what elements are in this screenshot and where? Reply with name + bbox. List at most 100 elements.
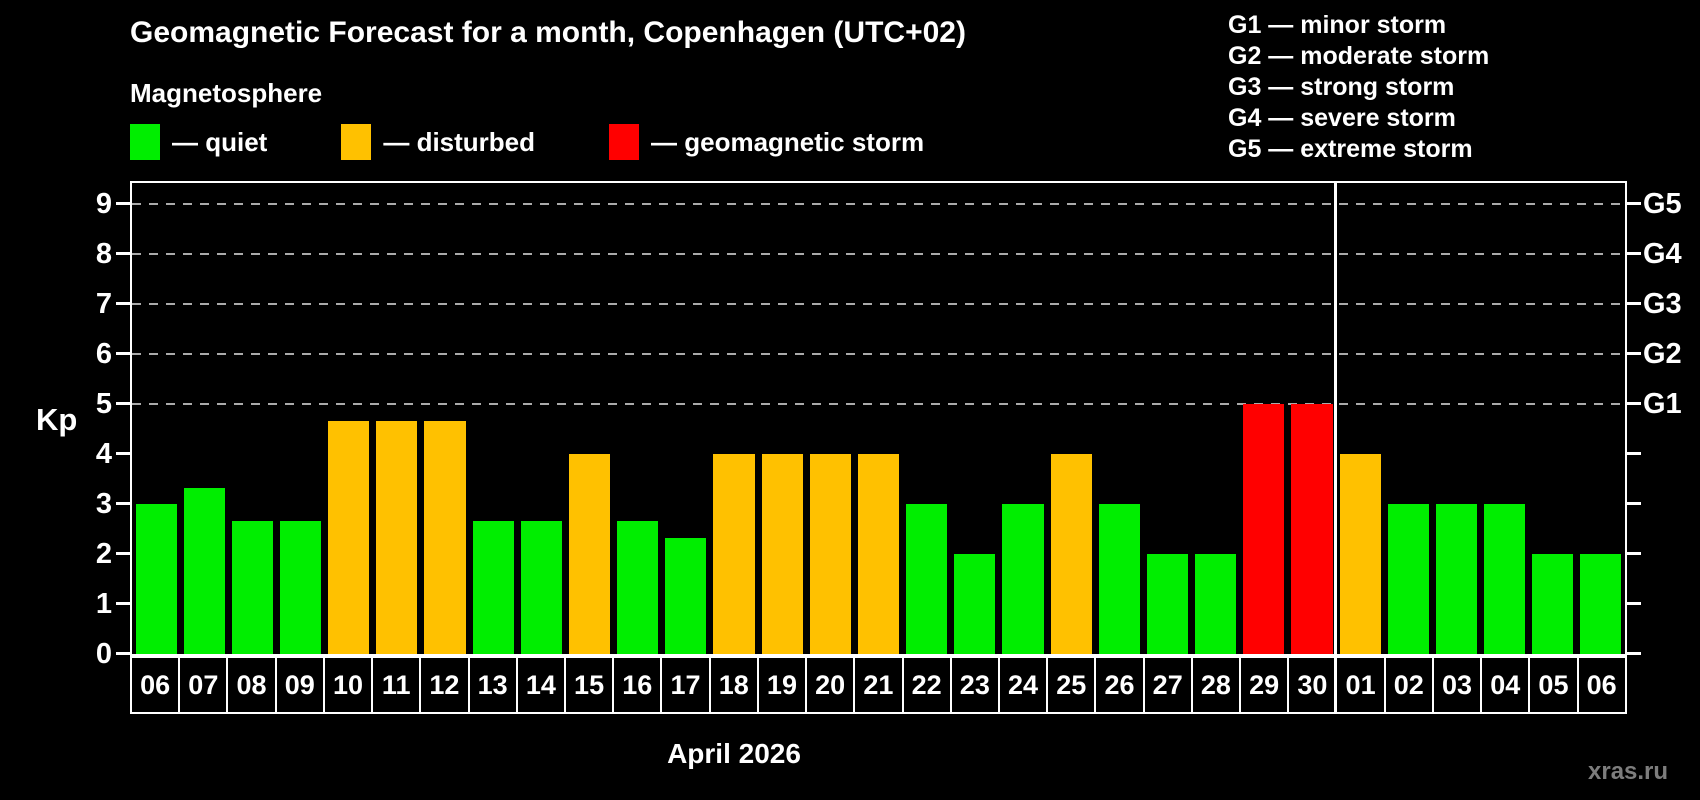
kp-bar: [1387, 504, 1429, 654]
y-axis-tick-left: [116, 352, 130, 355]
kp-bar: [1484, 504, 1526, 654]
y-axis-tick-label: 7: [95, 288, 112, 320]
day-label: 04: [1480, 658, 1528, 712]
kp-bar: [424, 420, 466, 654]
day-label: 18: [708, 658, 757, 712]
kp-bar: [954, 554, 996, 654]
kp-bar: [1580, 554, 1622, 654]
gridline-kp8: [132, 253, 1625, 255]
day-label: 30: [1287, 658, 1335, 712]
x-axis-day-labels: 06 07 08 09 10 11 12 13 14 15 16 17 18 19 20 21 22 23 24 25…: [130, 656, 1627, 714]
month-label: April 2026: [667, 738, 801, 769]
day-label: 15: [563, 658, 612, 712]
y-axis-tick-right: [1627, 402, 1641, 405]
y-axis-tick-label: 0: [95, 638, 112, 670]
magnetosphere-label: Magnetosphere: [130, 78, 323, 108]
kp-bar: [520, 520, 562, 654]
y-axis-tick-right: [1627, 252, 1641, 255]
chart-title: Geomagnetic Forecast for a month, Copenh…: [130, 16, 966, 49]
kp-bar: [1243, 404, 1285, 654]
day-label: 26: [1094, 658, 1142, 712]
kp-bar: [1195, 554, 1237, 654]
y-axis-tick-right: [1627, 502, 1641, 505]
gridline-kp5: [132, 403, 1625, 405]
y-axis-tick-left: [116, 402, 130, 405]
y-axis-tick-right: [1627, 352, 1641, 355]
kp-bar: [183, 487, 225, 654]
disturbed-swatch-icon: [341, 124, 372, 160]
kp-bar: [1050, 454, 1092, 654]
kp-bar: [328, 420, 370, 654]
day-label: 12: [419, 658, 467, 712]
day-label: 27: [1142, 658, 1191, 712]
storm-scale-legend-line: G5 — extreme storm: [1228, 135, 1473, 163]
day-label: 23: [949, 658, 998, 712]
day-label: 28: [1190, 658, 1239, 712]
y-axis-tick-left: [116, 252, 130, 255]
kp-bar: [809, 454, 851, 654]
day-label: 21: [853, 658, 901, 712]
y-axis-tick-left: [116, 602, 130, 605]
day-label: 14: [515, 658, 564, 712]
y-axis-tick-label: 9: [95, 188, 112, 220]
storm-scale-legend: G1 — minor storm G2 — moderate storm G3 — …: [1228, 10, 1489, 165]
day-label: 11: [371, 658, 419, 712]
day-label: 25: [1046, 658, 1094, 712]
g-scale-label-g2: G2: [1643, 338, 1682, 370]
kp-bar: [617, 520, 659, 654]
storm-scale-legend-line: G2 — moderate storm: [1228, 42, 1490, 70]
y-axis-tick-left: [116, 452, 130, 455]
y-axis-tick-label: 2: [95, 538, 112, 570]
storm-scale-legend-line: G1 — minor storm: [1228, 11, 1447, 39]
kp-bar: [1002, 504, 1044, 654]
y-axis-tick-label: 3: [95, 488, 112, 520]
plot-area: [130, 181, 1627, 656]
y-axis-tick-right: [1627, 302, 1641, 305]
y-axis-tick-right: [1627, 452, 1641, 455]
y-axis-tick-label: 1: [95, 588, 112, 620]
day-label: 06: [1576, 658, 1625, 712]
g-scale-label-g4: G4: [1643, 238, 1682, 270]
g-scale-label-g1: G1: [1643, 388, 1682, 420]
y-axis-tick-right: [1627, 602, 1641, 605]
y-axis-tick-right: [1627, 652, 1641, 655]
kp-bar: [1532, 554, 1574, 654]
kp-bar: [376, 420, 418, 654]
kp-bar: [1435, 504, 1477, 654]
y-axis-tick-right: [1627, 552, 1641, 555]
y-axis-tick-label: 8: [95, 238, 112, 270]
day-label: 13: [467, 658, 516, 712]
watermark: xras.ru: [1588, 758, 1669, 785]
legend-label-storm: — geomagnetic storm: [651, 126, 925, 157]
month-separator-line: [1334, 183, 1337, 712]
kp-bar: [568, 454, 611, 654]
day-label: 29: [1239, 658, 1287, 712]
day-label: 16: [612, 658, 660, 712]
day-label: 22: [901, 658, 950, 712]
kp-bar: [1291, 404, 1333, 654]
storm-scale-legend-line: G4 — severe storm: [1228, 104, 1456, 132]
y-axis-title: Kp: [36, 402, 78, 437]
day-label: 02: [1383, 658, 1432, 712]
legend-item-disturbed: — disturbed: [341, 124, 535, 160]
y-axis-tick-left: [116, 202, 130, 205]
kp-bar: [1098, 504, 1140, 654]
gridline-kp6: [132, 353, 1625, 355]
y-axis-tick-label: 5: [95, 388, 112, 420]
kp-bar: [472, 520, 514, 654]
day-label: 19: [756, 658, 805, 712]
g-scale-label-g5: G5: [1643, 188, 1682, 220]
day-label: 10: [322, 658, 371, 712]
y-axis-tick-left: [116, 502, 130, 505]
storm-swatch-icon: [609, 124, 640, 160]
y-axis-tick-left: [116, 552, 130, 555]
day-label: 17: [660, 658, 708, 712]
kp-bar: [761, 454, 803, 654]
day-label: 03: [1431, 658, 1480, 712]
y-axis-tick-left: [116, 302, 130, 305]
y-axis-tick-left: [116, 652, 130, 655]
day-label: 01: [1335, 658, 1383, 712]
legend-label-quiet: — quiet: [172, 126, 268, 157]
legend-item-storm: — geomagnetic storm: [609, 124, 924, 160]
